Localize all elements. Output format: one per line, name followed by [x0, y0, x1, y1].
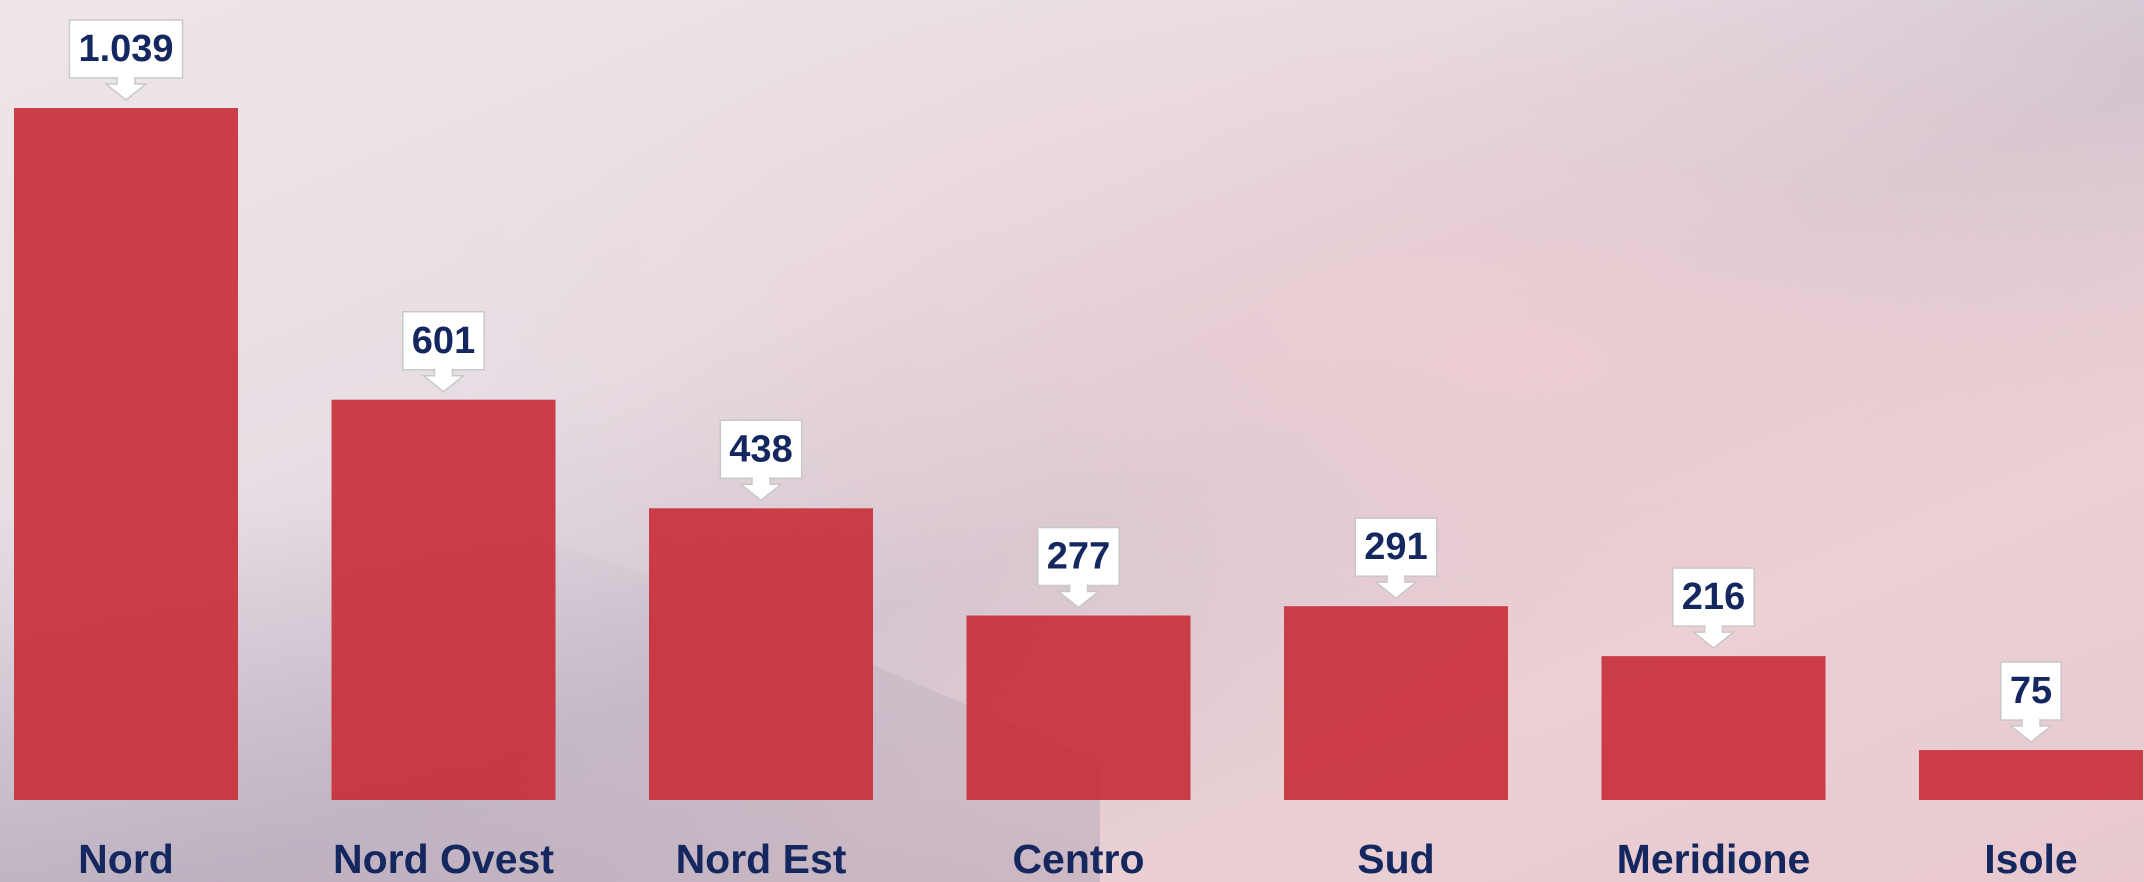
bar	[966, 615, 1191, 800]
data-label-text: 438	[729, 428, 792, 470]
bar	[1601, 656, 1826, 800]
data-label-text: 291	[1364, 526, 1427, 568]
x-tick-label: Isole	[1984, 836, 2077, 882]
data-label-pointer	[2008, 719, 2054, 744]
data-label-text: 601	[412, 320, 475, 362]
data-label-text: 75	[2010, 670, 2052, 712]
data-label-text: 277	[1047, 536, 1110, 578]
bar	[331, 399, 556, 800]
x-tick-label: Nord	[78, 836, 174, 882]
data-label-box	[1037, 526, 1120, 587]
data-label-box	[1672, 567, 1755, 627]
data-label: 1.039	[68, 19, 184, 101]
data-label: 277	[1037, 526, 1120, 609]
bar	[649, 508, 873, 800]
data-label: 601	[402, 310, 485, 393]
bar	[14, 108, 238, 800]
bar	[1284, 606, 1508, 800]
data-label: 291	[1354, 517, 1438, 600]
data-label: 75	[2000, 661, 2062, 744]
data-label-box	[402, 310, 485, 371]
data-label: 216	[1672, 567, 1755, 650]
x-tick-label: Sud	[1357, 836, 1434, 882]
data-label-pointer	[1373, 575, 1419, 600]
data-label-pointer	[1056, 584, 1101, 609]
data-label-text: 216	[1682, 576, 1745, 618]
x-tick-label: Meridione	[1617, 836, 1811, 882]
data-label: 438	[719, 419, 803, 502]
x-tick-label: Nord Est	[676, 836, 847, 882]
x-tick-label: Nord Ovest	[333, 836, 554, 882]
data-label-text: 1.039	[78, 28, 173, 70]
bars: Nord 1.039 Nord Ovest 601 Nord Est 438 Centro 2…	[14, 19, 2143, 882]
data-label-pointer	[421, 368, 466, 393]
x-tick-label: Centro	[1012, 836, 1144, 882]
data-label-pointer	[738, 477, 784, 502]
data-label-box	[2000, 661, 2062, 721]
data-label-pointer	[103, 77, 149, 101]
data-label-pointer	[1691, 625, 1736, 650]
bar	[1919, 750, 2143, 800]
data-label-box	[1354, 517, 1438, 577]
